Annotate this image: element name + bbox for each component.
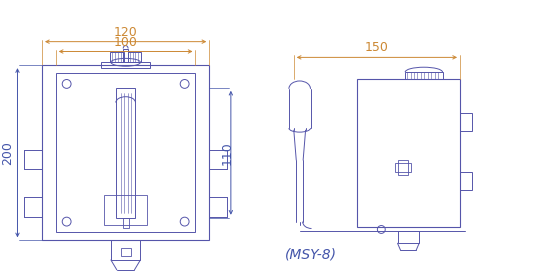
Bar (116, 88, 136, 218)
Bar (111, 240, 140, 260)
Text: 200: 200 (2, 141, 15, 165)
Bar (405, 72, 442, 79)
Text: 150: 150 (365, 41, 389, 54)
Bar (104, 195, 147, 225)
Bar (127, 53, 141, 62)
Bar (110, 53, 124, 62)
Text: 100: 100 (114, 36, 138, 49)
Bar (395, 163, 411, 172)
Bar (122, 218, 128, 227)
Bar (357, 79, 460, 227)
Bar (398, 160, 408, 175)
Text: 110: 110 (221, 141, 234, 165)
Bar (397, 231, 419, 243)
Bar (460, 172, 472, 190)
Bar (56, 73, 196, 232)
Text: 120: 120 (114, 26, 138, 39)
Bar (121, 248, 131, 256)
Bar (460, 113, 472, 131)
Bar (101, 62, 150, 68)
Bar (123, 49, 128, 62)
Bar (42, 65, 209, 240)
Text: (MSY-8): (MSY-8) (285, 247, 337, 261)
